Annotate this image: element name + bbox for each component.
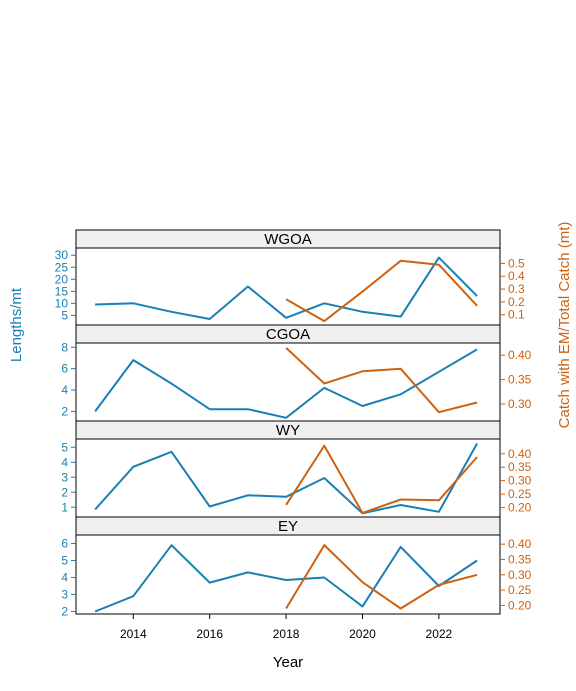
- y-axis-right-title: Catch with EM/Total Catch (mt): [556, 222, 573, 429]
- panel-frame: [75, 247, 501, 326]
- right-tick-label: 0.30: [508, 474, 532, 488]
- panel-title: WGOA: [264, 231, 312, 248]
- x-tick-label: 2018: [273, 627, 300, 641]
- panel-title: WY: [276, 422, 300, 439]
- panel-frame: [75, 438, 501, 518]
- x-axis-title: Year: [273, 654, 303, 671]
- right-tick-label: 0.35: [508, 460, 532, 474]
- series-line-lengths: [94, 544, 478, 613]
- left-tick-label: 3: [61, 587, 68, 601]
- x-tick-label: 2016: [196, 627, 223, 641]
- panel-frame: [75, 534, 501, 615]
- right-tick-label: 0.20: [508, 501, 532, 515]
- panel-cgoa: CGOA 2 4 6 8 0.30 0.35 0.40: [61, 324, 532, 422]
- left-tick-label: 20: [55, 272, 69, 286]
- left-tick-label: 5: [61, 440, 68, 454]
- x-tick-label: 2022: [426, 627, 453, 641]
- left-tick-label: 2: [61, 404, 68, 418]
- right-tick-label: 0.20: [508, 598, 532, 612]
- series-line-lengths: [95, 256, 478, 320]
- left-tick-label: 8: [61, 340, 68, 354]
- left-tick-label: 6: [61, 362, 68, 376]
- left-tick-label: 5: [61, 308, 68, 322]
- series-line-catch: [285, 259, 478, 323]
- series-line-lengths: [94, 443, 478, 515]
- left-tick-label: 3: [61, 470, 68, 484]
- panel-title: EY: [278, 518, 298, 535]
- series-line-lengths: [94, 348, 478, 419]
- series-line-catch: [285, 347, 478, 414]
- right-tick-label: 0.5: [508, 256, 525, 270]
- y-axis-left-title: Lengths/mt: [8, 287, 25, 362]
- right-tick-label: 0.1: [508, 308, 525, 322]
- left-tick-label: 6: [61, 536, 68, 550]
- right-tick-label: 0.25: [508, 487, 532, 501]
- x-tick-label: 2020: [349, 627, 376, 641]
- left-tick-label: 2: [61, 604, 68, 618]
- left-tick-label: 1: [61, 500, 68, 514]
- left-tick-label: 10: [55, 296, 69, 310]
- right-tick-label: 0.2: [508, 295, 525, 309]
- right-tick-label: 0.35: [508, 552, 532, 566]
- left-tick-label: 4: [61, 570, 68, 584]
- right-tick-label: 0.40: [508, 537, 532, 551]
- left-tick-label: 4: [61, 383, 68, 397]
- series-line-catch: [285, 544, 478, 610]
- left-tick-label: 25: [55, 260, 69, 274]
- right-tick-label: 0.30: [508, 568, 532, 582]
- right-tick-label: 0.25: [508, 583, 532, 597]
- right-tick-label: 0.40: [508, 447, 532, 461]
- panel-title: CGOA: [266, 326, 310, 343]
- left-tick-label: 5: [61, 553, 68, 567]
- left-tick-label: 4: [61, 455, 68, 469]
- series-line-catch: [285, 444, 478, 514]
- chart-panels: WGOA510152025300.10.20.30.40.5CGOA24680.…: [55, 229, 532, 641]
- left-tick-label: 2: [61, 485, 68, 499]
- panel-ey: EY 2 3 4 5 6 0.200.250.30 0.350.40: [61, 516, 532, 618]
- right-tick-label: 0.3: [508, 282, 525, 296]
- right-tick-label: 0.40: [508, 348, 532, 362]
- right-tick-label: 0.4: [508, 269, 525, 283]
- left-tick-label: 30: [55, 248, 69, 262]
- right-tick-label: 0.35: [508, 373, 532, 387]
- right-tick-label: 0.30: [508, 397, 532, 411]
- x-tick-label: 2014: [120, 627, 147, 641]
- left-tick-label: 15: [55, 284, 69, 298]
